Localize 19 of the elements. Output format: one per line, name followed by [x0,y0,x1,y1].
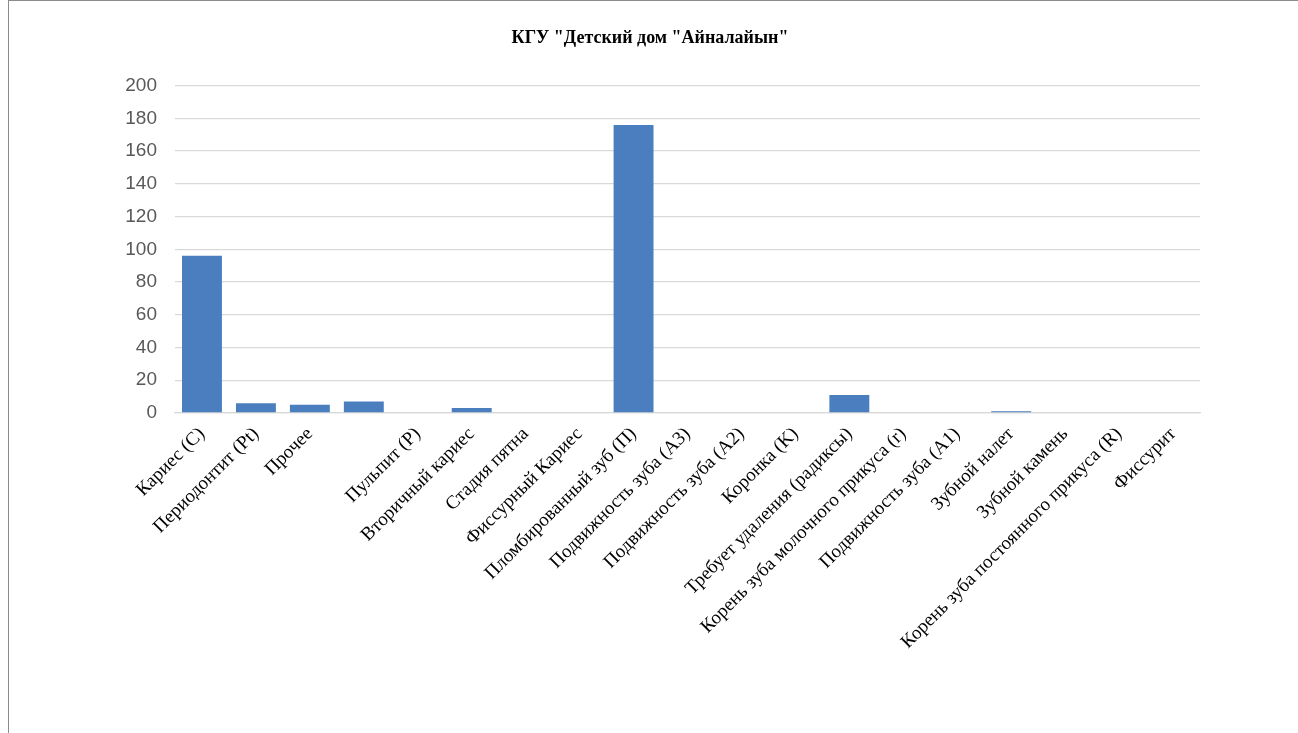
y-tick-label: 100 [125,237,157,259]
bar [613,124,654,413]
y-tick-label: 0 [146,401,157,423]
y-tick-label: 180 [125,106,157,128]
bar [829,394,870,413]
y-tick-label: 80 [135,270,157,292]
y-tick-label: 140 [125,172,157,194]
bar [182,255,222,413]
y-tick-label: 20 [135,368,157,390]
bar [343,401,384,413]
y-tick-label: 40 [135,335,157,357]
bar [451,408,492,413]
y-tick-label: 60 [135,303,157,325]
y-tick-label: 160 [125,139,157,161]
chart-title: КГУ "Детский дом "Айналайын" [511,27,789,48]
bar [289,404,330,413]
y-tick-label: 120 [125,204,157,226]
y-tick-label: 200 [125,73,157,95]
bar [235,403,276,413]
